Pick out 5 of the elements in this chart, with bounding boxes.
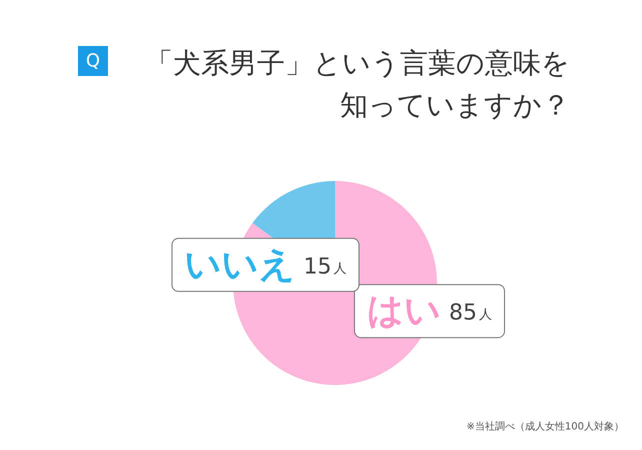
slice-label: いいえ <box>184 244 296 286</box>
text: Q <box>86 50 100 72</box>
text: ※当社調べ（成人女性100人対象） <box>466 420 624 432</box>
slice-label: はい <box>367 290 442 332</box>
chart-title: 「犬系男子」という言葉の意味を知っていますか？ <box>145 46 570 122</box>
